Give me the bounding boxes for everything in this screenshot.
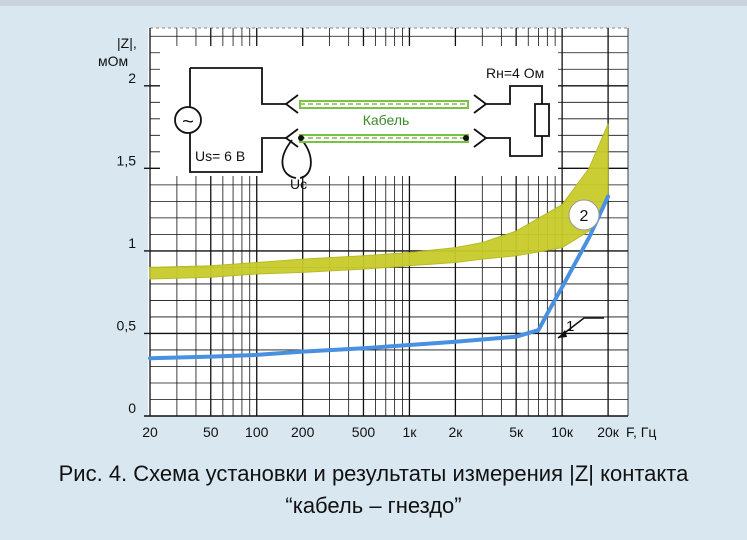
y-axis-label-line: мОм [98,53,128,69]
x-tick-label: 2к [448,424,463,440]
caption-line-2: “кабель – гнездо” [40,490,707,522]
x-tick-label: 1к [402,424,417,440]
source-symbol: ~ [182,111,194,133]
y-axis-label-line: |Z|, [117,35,137,51]
load-resistor [535,104,549,136]
load-label: Rн=4 Ом [486,65,544,81]
y-axis-label: |Z|, мОм [98,35,137,69]
x-tick-label: 50 [203,424,219,440]
x-tick-label: 20к [597,424,620,440]
x-tick-labels: 20 50 100 200 500 1к 2к 5к 10к 20к [142,424,620,440]
y-tick-labels: 0 0,5 1 1,5 2 [117,70,137,416]
y-tick-label: 1,5 [117,152,137,168]
series-2-label: 2 [580,208,589,225]
series-2-marker: 2 [569,200,599,230]
y-tick-label: 0 [128,400,136,416]
x-tick-label: 100 [245,424,269,440]
x-tick-label: 20 [142,424,158,440]
contact-voltage-label: Uc [290,176,307,192]
cable-label: Кабель [363,112,410,128]
x-tick-label: 10к [551,424,574,440]
x-axis-label: F, Гц [626,424,656,440]
x-tick-label: 200 [291,424,315,440]
series-1-label: 1 [566,318,574,335]
x-tick-label: 500 [352,424,376,440]
source-voltage-label: Us= 6 В [195,148,245,164]
caption-line-1: Рис. 4. Схема установки и результаты изм… [40,458,707,490]
x-tick-label: 5к [509,424,524,440]
y-tick-label: 1 [128,235,136,251]
y-tick-label: 2 [128,70,136,86]
figure-caption: Рис. 4. Схема установки и результаты изм… [40,458,707,522]
y-tick-label: 0,5 [117,317,137,333]
